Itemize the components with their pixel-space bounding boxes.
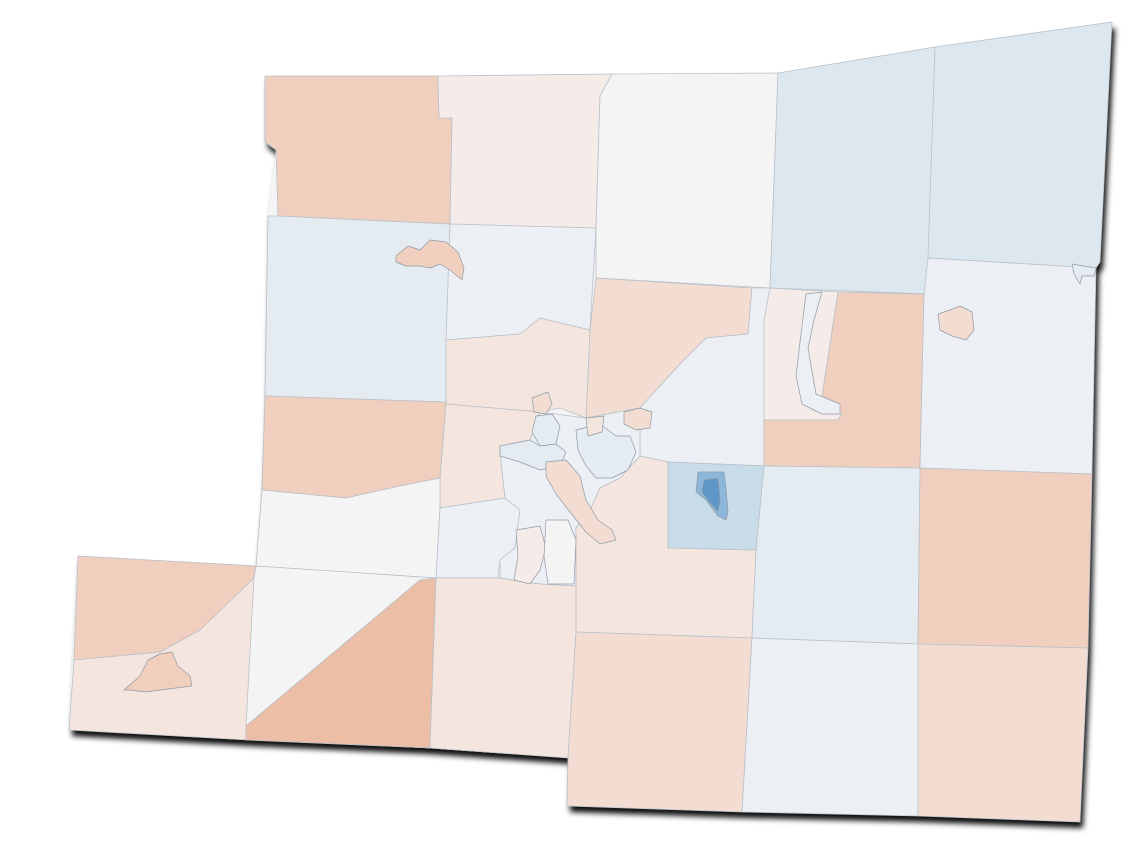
township-east-far bbox=[917, 467, 1093, 649]
township-north-4 bbox=[769, 46, 936, 295]
township-north-3 bbox=[595, 72, 779, 289]
city-precincts-layer bbox=[123, 239, 1097, 693]
township-west-row2 bbox=[264, 215, 451, 403]
city-precinct-southwest-town bbox=[123, 651, 193, 693]
city-precinct-east-strip bbox=[795, 291, 841, 415]
township-south-diagonal-red bbox=[245, 577, 437, 749]
city-precinct-central-4 bbox=[575, 423, 637, 479]
township-east-row2 bbox=[919, 257, 1097, 475]
township-south-4 bbox=[566, 631, 753, 813]
city-precinct-central-6 bbox=[623, 407, 653, 431]
township-east-mid bbox=[751, 465, 921, 645]
city-precinct-central-9 bbox=[543, 519, 577, 585]
city-precinct-central-8 bbox=[513, 525, 547, 585]
city-precinct-central-7 bbox=[531, 391, 553, 415]
districts-layer bbox=[68, 21, 1113, 823]
city-precinct-northwest-town bbox=[395, 239, 465, 281]
township-south-3 bbox=[429, 577, 577, 759]
city-precinct-northeast-edge bbox=[1071, 263, 1097, 285]
township-south-6 bbox=[917, 643, 1089, 823]
township-row2-2 bbox=[445, 223, 597, 341]
township-north-2 bbox=[437, 73, 613, 229]
city-precinct-northeast-town bbox=[937, 305, 975, 341]
township-north-5 bbox=[927, 21, 1113, 269]
city-precinct-central-5 bbox=[585, 415, 605, 437]
township-south-5 bbox=[741, 637, 919, 817]
city-precinct-central-3 bbox=[545, 459, 617, 545]
township-northwest-1 bbox=[264, 75, 453, 225]
city-precinct-blue-inner bbox=[701, 477, 721, 513]
